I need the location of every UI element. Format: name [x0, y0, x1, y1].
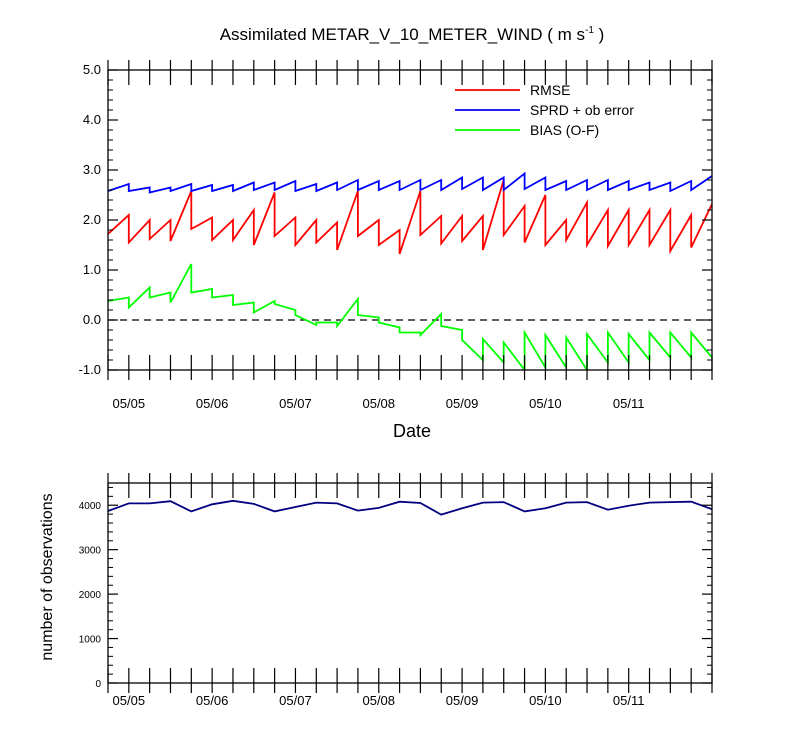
y-tick-label: 4000 [79, 501, 102, 512]
x-tick-label: 05/06 [196, 693, 229, 708]
legend-label: SPRD + ob error [530, 102, 634, 118]
top-chart: -1.0 0.0 1.0 2.0 3.0 4.0 5.0 05/05 05/06 05/07 05/… [79, 60, 713, 411]
x-tick-label: 05/11 [613, 693, 645, 708]
y-tick-label: 4.0 [83, 112, 101, 127]
chart-legend: RMSE SPRD + ob error BIAS (O-F) [455, 82, 634, 138]
top-series-line-sprd-ob-error [108, 171, 712, 194]
x-tick-label: 05/07 [279, 396, 312, 411]
legend-label: BIAS (O-F) [530, 122, 599, 138]
x-tick-label: 05/06 [196, 396, 229, 411]
bottom-chart-series-group [108, 499, 712, 516]
x-tick-label: 05/08 [362, 396, 395, 411]
top-series-line-bias-o-f [108, 263, 712, 370]
x-tick-label: 05/05 [113, 693, 146, 708]
bottom-chart-ticks: 0 1000 2000 3000 4000 05/05 05/06 05/07 05/08 05/… [79, 473, 713, 708]
y-tick-label: 0.0 [83, 312, 101, 327]
x-tick-label: 05/10 [529, 396, 562, 411]
x-tick-label: 05/08 [362, 693, 395, 708]
y-tick-label: 3000 [79, 546, 102, 557]
bottom-y-axis-label: number of observations [39, 493, 56, 660]
y-tick-label: 1000 [79, 635, 102, 646]
top-chart-ticks: -1.0 0.0 1.0 2.0 3.0 4.0 5.0 05/05 05/06 05/07 05/… [79, 60, 713, 411]
y-tick-label: 1.0 [83, 262, 101, 277]
legend-label: RMSE [530, 82, 570, 98]
x-tick-label: 05/07 [279, 693, 312, 708]
bottom-series-line-0 [108, 499, 712, 516]
y-tick-label: 2000 [79, 590, 102, 601]
top-chart-series-group [108, 171, 712, 370]
top-series-line-rmse [108, 179, 712, 255]
x-tick-label: 05/11 [613, 396, 645, 411]
x-tick-label: 05/10 [529, 693, 562, 708]
x-tick-label: 05/09 [446, 396, 479, 411]
bottom-plot-frame [107, 482, 713, 684]
y-tick-label: 0 [95, 679, 101, 690]
y-tick-label: -1.0 [79, 362, 101, 377]
x-tick-label: 05/05 [113, 396, 146, 411]
y-tick-label: 5.0 [83, 62, 101, 77]
y-tick-label: 3.0 [83, 162, 101, 177]
top-x-axis-label: Date [393, 421, 431, 441]
x-tick-label: 05/09 [446, 693, 479, 708]
y-tick-label: 2.0 [83, 212, 101, 227]
bottom-chart: 0 1000 2000 3000 4000 05/05 05/06 05/07 05/08 05/… [79, 473, 713, 708]
chart-title: Assimilated METAR_V_10_METER_WIND ( m s-… [220, 25, 605, 44]
